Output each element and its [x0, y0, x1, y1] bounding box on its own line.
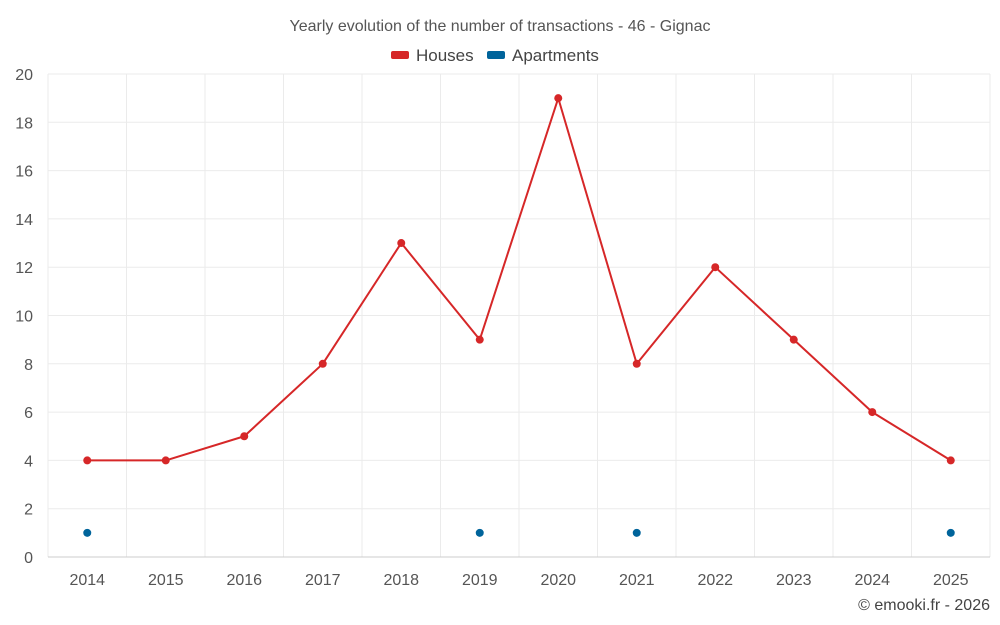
series	[83, 94, 955, 537]
legend-swatch-houses	[391, 51, 409, 59]
y-tick-label: 8	[24, 357, 33, 374]
x-tick-label: 2022	[697, 572, 733, 589]
data-point-houses[interactable]	[789, 335, 798, 344]
data-point-apartments[interactable]	[83, 528, 92, 537]
x-tick-label: 2015	[148, 572, 184, 589]
y-axis: 0 2 4 6 8 10 12 14 16 18 20	[15, 67, 33, 567]
x-tick-label: 2014	[69, 572, 105, 589]
y-tick-label: 20	[15, 67, 33, 84]
y-tick-label: 16	[15, 164, 33, 181]
y-tick-label: 12	[15, 260, 33, 277]
legend-label-houses[interactable]: Houses	[416, 46, 474, 65]
x-tick-label: 2024	[854, 572, 890, 589]
data-point-houses[interactable]	[946, 456, 955, 465]
x-tick-label: 2016	[226, 572, 262, 589]
y-tick-label: 10	[15, 309, 33, 326]
legend-swatch-apartments	[487, 51, 505, 59]
x-tick-label: 2019	[462, 572, 498, 589]
credit-text: © emooki.fr - 2026	[858, 597, 990, 614]
series-houses	[83, 94, 955, 465]
grid	[47, 73, 991, 558]
series-apartments	[83, 528, 955, 537]
data-point-apartments[interactable]	[946, 528, 955, 537]
data-point-houses[interactable]	[475, 335, 484, 344]
series-line-houses	[87, 97, 952, 462]
data-point-apartments[interactable]	[475, 528, 484, 537]
x-tick-label: 2020	[540, 572, 576, 589]
data-point-houses[interactable]	[632, 359, 641, 368]
x-axis: 2014 2015 2016 2017 2018 2019 2020 2021 2022 2023…	[69, 572, 968, 589]
y-tick-label: 18	[15, 115, 33, 132]
data-point-houses[interactable]	[554, 94, 563, 103]
legend: Houses Apartments	[391, 46, 599, 65]
y-tick-label: 4	[24, 453, 33, 470]
y-tick-label: 2	[24, 502, 33, 519]
y-tick-label: 14	[15, 212, 33, 229]
x-tick-label: 2017	[305, 572, 341, 589]
x-tick-label: 2021	[619, 572, 655, 589]
data-point-houses[interactable]	[161, 456, 170, 465]
data-point-houses[interactable]	[83, 456, 92, 465]
data-point-houses[interactable]	[868, 408, 877, 417]
data-point-houses[interactable]	[240, 432, 249, 441]
x-tick-label: 2023	[776, 572, 812, 589]
data-point-houses[interactable]	[318, 359, 327, 368]
data-point-houses[interactable]	[397, 239, 406, 248]
chart-title: Yearly evolution of the number of transa…	[290, 18, 711, 35]
x-tick-label: 2025	[933, 572, 969, 589]
legend-label-apartments[interactable]: Apartments	[512, 46, 599, 65]
y-tick-label: 6	[24, 405, 33, 422]
x-tick-label: 2018	[383, 572, 419, 589]
data-point-houses[interactable]	[711, 263, 720, 272]
data-point-apartments[interactable]	[632, 528, 641, 537]
y-tick-label: 0	[24, 550, 33, 567]
